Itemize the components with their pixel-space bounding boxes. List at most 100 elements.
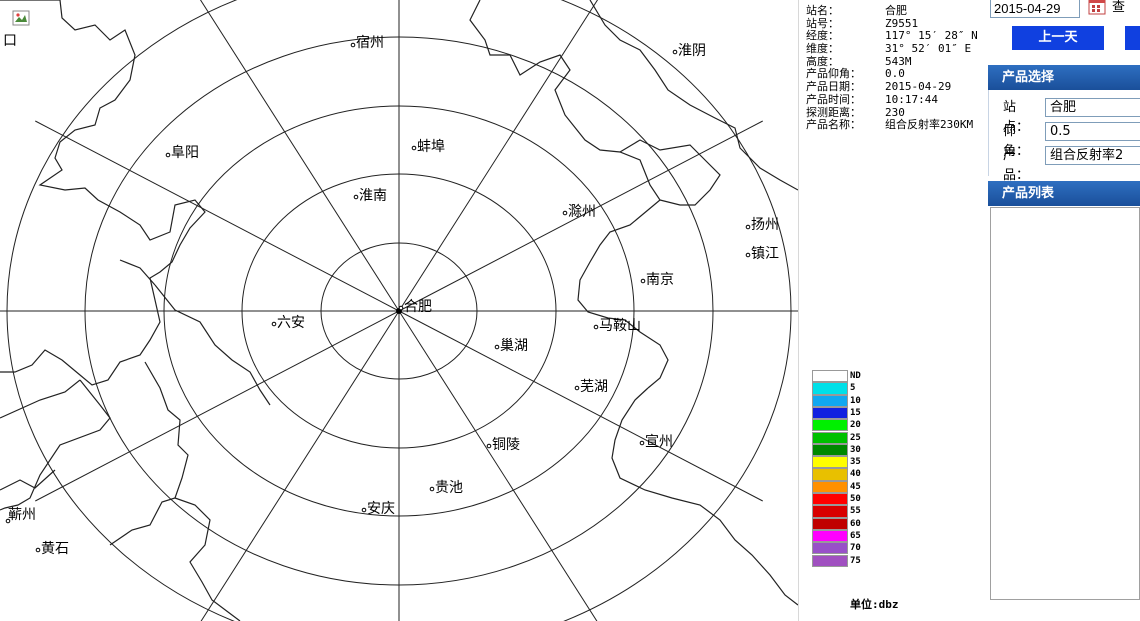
border-line [109, 361, 189, 546]
city-marker: 黄石 [35, 540, 69, 557]
azimuth-spokes [0, 0, 798, 621]
city-marker: 阜阳 [165, 144, 199, 161]
info-key: 产品名称： [806, 118, 861, 132]
info-value: 230 [885, 105, 905, 119]
legend-swatch [812, 431, 848, 444]
city-label: 贵池 [435, 480, 463, 496]
station-select-value: 合肥 [1050, 100, 1077, 115]
date-input[interactable]: 2015-04-29 [990, 0, 1080, 18]
city-label: 镇江 [751, 246, 779, 262]
legend-swatch [812, 394, 848, 407]
legend-swatch [812, 456, 848, 469]
info-key: 产品日期： [806, 80, 861, 94]
calendar-icon[interactable] [1088, 0, 1106, 15]
legend-label: 40 [850, 469, 861, 480]
product-label: 产品： [1003, 148, 1030, 183]
border-line [154, 284, 271, 406]
city-marker: 口 [3, 33, 17, 49]
info-key: 站号： [806, 16, 839, 30]
border-line [0, 379, 111, 511]
legend-swatch [812, 505, 848, 518]
legend-label: 15 [850, 407, 861, 418]
station-select[interactable]: 合肥 ▼ [1045, 98, 1140, 117]
legend-label: 75 [850, 555, 861, 566]
city-marker: 马鞍山 [593, 318, 641, 334]
info-row: 产品仰角： 0.0 [806, 68, 988, 81]
city-label: 蚌埠 [417, 138, 445, 155]
border-line [619, 139, 721, 206]
info-key: 高度： [806, 54, 839, 68]
city-marker: 蚌埠 [411, 138, 445, 155]
legend-label: 35 [850, 457, 861, 468]
info-row: 探测距离： 230 [806, 105, 988, 120]
info-key: 产品仰角： [806, 67, 861, 81]
city-label: 滁州 [568, 204, 596, 220]
legend-label: 20 [850, 420, 861, 431]
info-value: Z9551 [885, 16, 919, 30]
city-marker: 宿州 [350, 34, 384, 51]
border-line [174, 497, 241, 621]
legend-swatch [812, 443, 848, 457]
legend-label: 10 [850, 395, 861, 406]
legend-label: 45 [850, 481, 861, 492]
city-marker: 安庆 [361, 501, 395, 517]
border-line [0, 469, 56, 491]
azimuth-line [398, 0, 599, 312]
info-value: 543M [885, 54, 912, 68]
radar-map[interactable]: 口 宿州 淮阴 阜阳 蚌埠 淮南 扬州 镇江 滁州 南京 六安 合肥 马鞍山 巢… [0, 0, 799, 621]
legend-label: ND [850, 371, 861, 381]
previous-day-button[interactable]: 上一天 [1012, 26, 1104, 50]
info-value: 2015-04-29 [885, 80, 952, 94]
info-row: 经度： 117° 15′ 28″ N [806, 30, 988, 43]
elevation-label: 仰角： [1003, 124, 1030, 159]
info-row: 产品名称： 组合反射率230KM [806, 118, 988, 132]
city-label: 六安 [277, 315, 305, 331]
city-label: 马鞍山 [599, 318, 641, 334]
info-value: 31° 52′ 01″ E [885, 42, 972, 56]
city-label: 淮南 [359, 188, 387, 204]
info-value: 合肥 [885, 4, 907, 17]
next-day-button[interactable] [1125, 26, 1140, 50]
legend-swatch [812, 517, 848, 530]
info-value: 117° 15′ 28″ N [885, 29, 978, 43]
legend-label: 50 [850, 494, 861, 504]
city-marker: 合肥 [398, 299, 432, 315]
city-marker: 淮阴 [672, 43, 706, 59]
city-label: 淮阴 [678, 43, 706, 59]
info-key: 维度： [806, 42, 839, 56]
legend-label: 60 [850, 518, 861, 529]
azimuth-line [398, 120, 763, 312]
query-button[interactable]: 查 [1112, 0, 1126, 15]
elevation-select[interactable]: 0.5 ▼ [1045, 122, 1140, 141]
legend-swatch [812, 480, 848, 493]
border-line [119, 259, 156, 286]
city-marker: 宣州 [639, 434, 673, 450]
city-marker: 滁州 [562, 204, 596, 220]
legend-swatch [812, 419, 848, 432]
border-line [0, 0, 206, 386]
azimuth-line [35, 120, 400, 312]
city-label: 南京 [646, 272, 674, 288]
city-label: 宣州 [645, 434, 673, 450]
legend-swatch [812, 554, 848, 567]
info-value: 0.0 [885, 67, 905, 81]
product-list-header: 产品列表 [988, 181, 1140, 206]
product-select-header: 产品选择 [988, 65, 1140, 90]
product-select[interactable]: 组合反射率2 [1045, 146, 1140, 165]
elevation-select-value: 0.5 [1050, 124, 1071, 139]
city-labels: 口 宿州 淮阴 阜阳 蚌埠 淮南 扬州 镇江 滁州 南京 六安 合肥 马鞍山 巢… [3, 33, 779, 557]
city-label: 合肥 [404, 299, 432, 315]
city-label: 扬州 [751, 217, 779, 233]
legend-swatch [812, 468, 848, 481]
legend-label: 25 [850, 432, 861, 443]
legend-swatch [812, 370, 848, 383]
info-key: 探测距离： [806, 105, 861, 119]
control-panel: 2015-04-29 查 上一天 产品选择 站点： 合肥 ▼ 仰角： 0.5 ▼ [988, 0, 1140, 621]
product-list[interactable] [990, 207, 1140, 600]
city-label: 巢湖 [500, 338, 528, 354]
legend-unit: 单位:dbz [850, 598, 899, 611]
info-key: 经度： [806, 29, 839, 43]
azimuth-line [200, 310, 400, 621]
legend-label: 30 [850, 444, 861, 455]
info-key: 站名： [806, 4, 839, 17]
